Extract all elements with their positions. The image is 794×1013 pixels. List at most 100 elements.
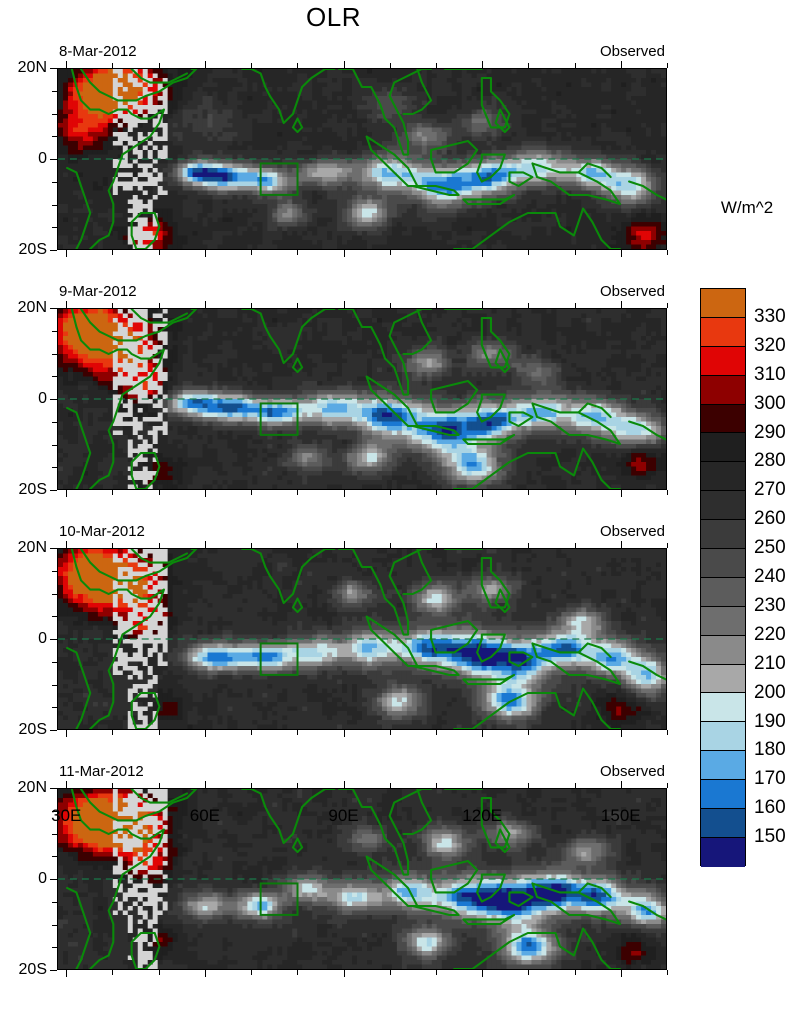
x-axis-tick-top [343, 541, 345, 548]
x-axis-minor-tick-top [297, 543, 299, 548]
x-axis-minor-tick-bottom [389, 970, 391, 975]
x-axis-minor-tick-top [528, 783, 530, 788]
colorbar-band [701, 577, 745, 607]
x-axis-minor-tick-bottom [435, 730, 437, 735]
x-axis-minor-tick-top [574, 303, 576, 308]
y-axis-label: 20S [18, 241, 47, 258]
y-axis-tick [50, 68, 57, 69]
y-axis-tick [50, 548, 57, 549]
x-axis-tick-top [204, 61, 206, 68]
x-axis-minor-tick-top [667, 63, 668, 68]
panel-date-label: 8-Mar-2012 [59, 43, 137, 60]
x-axis-tick-top [343, 781, 345, 788]
y-axis-label: 20S [18, 481, 47, 498]
x-axis-tick-top [620, 301, 622, 308]
x-axis-minor-tick-bottom [435, 490, 437, 495]
y-axis-minor-tick [52, 810, 57, 812]
map-plot-area [57, 788, 667, 970]
y-axis-minor-tick [52, 661, 57, 663]
coastline-overlay [66, 789, 666, 969]
x-axis-minor-tick-bottom [667, 970, 668, 975]
colorbar-band [701, 606, 745, 636]
x-axis-tick-bottom [620, 250, 622, 257]
y-axis-tick [50, 970, 57, 971]
x-axis-minor-tick-bottom [297, 970, 299, 975]
colorbar-unit-label: W/m^2 [720, 198, 774, 217]
x-axis-minor-tick-bottom [389, 250, 391, 255]
y-axis-label: 20N [17, 779, 47, 796]
y-axis-tick [50, 490, 57, 491]
colorbar-band [701, 462, 745, 492]
y-axis-tick [50, 308, 57, 309]
y-axis-tick [50, 250, 57, 251]
y-axis-tick [50, 159, 57, 160]
map-panel-3: 10-Mar-2012 Observed 20N 0 20S [18, 523, 668, 738]
x-axis-tick-top [343, 301, 345, 308]
x-axis-minor-tick-bottom [667, 250, 668, 255]
x-axis-tick-bottom [620, 970, 622, 977]
x-axis-minor-tick-bottom [574, 970, 576, 975]
x-axis-tick-top [204, 301, 206, 308]
colorbar-tick-label: 180 [754, 739, 786, 761]
x-axis-minor-tick-bottom [435, 970, 437, 975]
map-plot-area [57, 68, 667, 250]
x-axis-tick-top [66, 541, 68, 548]
olr-contour-fill [58, 69, 666, 249]
y-axis-tick [50, 639, 57, 640]
x-axis-tick-bottom [204, 730, 206, 737]
map-panel-4: 11-Mar-2012 Observed 20N 0 20S 30E 60E 90E 120E 1… [18, 763, 668, 978]
y-axis-label: 0 [38, 870, 47, 887]
y-axis-minor-tick [52, 227, 57, 229]
x-axis-minor-tick-bottom [158, 730, 160, 735]
x-axis-label: 30E [51, 806, 82, 825]
x-axis-minor-tick-bottom [528, 490, 530, 495]
x-axis-minor-tick-top [297, 783, 299, 788]
x-axis-minor-tick-top [667, 303, 668, 308]
y-axis-minor-tick [52, 181, 57, 183]
x-axis-tick-bottom [66, 490, 68, 497]
colorbar-band [701, 780, 745, 810]
x-axis-tick-top [204, 541, 206, 548]
x-axis-tick-bottom [66, 250, 68, 257]
colorbar-tick-label: 250 [754, 537, 786, 559]
x-axis-minor-tick-top [297, 303, 299, 308]
coastline-overlay [66, 309, 666, 489]
x-axis-minor-tick-top [112, 783, 114, 788]
x-axis-minor-tick-bottom [297, 490, 299, 495]
y-axis-minor-tick [52, 856, 57, 858]
x-axis-minor-tick-top [112, 543, 114, 548]
colorbar-tick-label: 260 [754, 508, 786, 530]
x-axis-minor-tick-top [297, 63, 299, 68]
y-axis-minor-tick [52, 570, 57, 572]
x-axis-minor-tick-top [435, 303, 437, 308]
y-axis-label: 20N [17, 539, 47, 556]
y-axis-tick [50, 730, 57, 731]
x-axis-minor-tick-bottom [528, 250, 530, 255]
x-axis-minor-tick-bottom [158, 250, 160, 255]
x-axis-minor-tick-top [574, 63, 576, 68]
x-axis-label: 150E [600, 806, 641, 825]
x-axis-tick-top [482, 541, 484, 548]
panel-date-label: 11-Mar-2012 [59, 763, 144, 780]
x-axis-tick-top [620, 781, 622, 788]
x-axis-tick-top [66, 781, 68, 788]
x-axis-minor-tick-top [389, 63, 391, 68]
panel-date-label: 10-Mar-2012 [59, 523, 145, 540]
x-axis-minor-tick-bottom [435, 250, 437, 255]
x-axis-label: 120E [462, 806, 502, 825]
x-axis-minor-tick-bottom [574, 490, 576, 495]
y-axis-tick [50, 879, 57, 880]
colorbar-tick-label: 210 [754, 652, 786, 674]
x-axis-minor-tick-top [251, 783, 253, 788]
x-axis-tick-bottom [620, 730, 622, 737]
colorbar-band [701, 751, 745, 781]
colorbar-band [701, 809, 745, 838]
x-axis-tick-bottom [482, 250, 484, 257]
colorbar-band [701, 433, 745, 463]
colorbar-tick-label: 320 [754, 334, 786, 356]
colorbar-band [701, 837, 745, 867]
x-axis-minor-tick-bottom [112, 490, 114, 495]
y-axis-minor-tick [52, 593, 57, 595]
colorbar-tick-label: 330 [754, 305, 786, 327]
y-axis-minor-tick [52, 684, 57, 686]
